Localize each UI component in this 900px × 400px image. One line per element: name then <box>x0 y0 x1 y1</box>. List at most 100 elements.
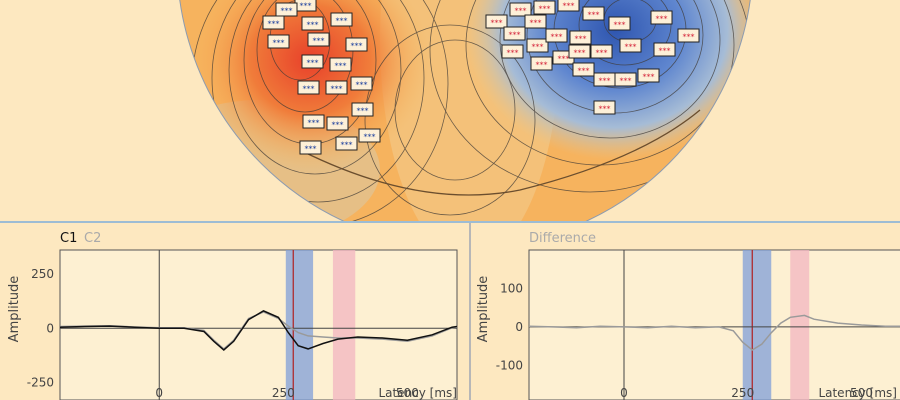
significance-stars: *** <box>588 11 600 20</box>
electrode-marker: *** <box>329 57 352 72</box>
electrode-marker: *** <box>608 16 631 31</box>
significance-stars: *** <box>313 37 325 46</box>
significance-stars: *** <box>656 15 668 24</box>
significance-stars: *** <box>331 85 343 94</box>
electrode-marker: *** <box>350 76 373 91</box>
y-axis-label: Amplitude <box>7 276 22 343</box>
significance-stars: *** <box>539 5 551 14</box>
electrode-marker: *** <box>307 32 330 47</box>
time-window-highlight[interactable] <box>742 250 772 400</box>
x-axis-label: Latency [ms] <box>818 386 897 400</box>
electrode-marker: *** <box>650 10 673 25</box>
electrode-marker: *** <box>524 14 547 29</box>
electrode-marker: *** <box>297 80 320 95</box>
electrode-marker: *** <box>568 44 591 59</box>
electrode-marker: *** <box>325 80 348 95</box>
significance-stars: *** <box>332 121 344 130</box>
electrode-marker: *** <box>275 2 298 17</box>
significance-stars: *** <box>530 19 542 28</box>
electrode-marker: *** <box>501 44 524 59</box>
pane-splitter[interactable] <box>0 221 900 223</box>
electrode-marker: *** <box>593 100 616 115</box>
y-tick-label: 250 <box>31 267 54 281</box>
electrode-marker: *** <box>330 12 353 27</box>
electrode-marker: *** <box>637 68 660 83</box>
time-window-highlight[interactable] <box>790 250 810 400</box>
erp-panel-c1-c2: C1 C2 Amplitude 250 0 -250 0 250 500 Lat… <box>0 223 469 400</box>
significance-stars: *** <box>307 21 319 30</box>
significance-stars: *** <box>614 21 626 30</box>
electrode-marker: *** <box>557 0 580 12</box>
electrode-marker: *** <box>345 37 368 52</box>
significance-stars: *** <box>303 85 315 94</box>
x-tick-label: 500 <box>396 386 419 400</box>
electrode-marker: *** <box>619 38 642 53</box>
significance-stars: *** <box>364 133 376 142</box>
electrode-marker: *** <box>358 128 381 143</box>
y-tick-label: 0 <box>515 320 523 334</box>
significance-stars: *** <box>625 43 637 52</box>
electrode-marker: *** <box>485 14 508 29</box>
x-tick-label: 250 <box>272 386 295 400</box>
time-window-highlight[interactable] <box>285 250 314 400</box>
significance-stars: *** <box>574 49 586 58</box>
negative-electrode-markers: *** *** *** *** *** *** *** *** *** *** *** *** *** *… <box>485 0 700 115</box>
significance-stars: *** <box>563 2 575 11</box>
significance-stars: *** <box>300 2 312 11</box>
significance-stars: *** <box>268 20 280 29</box>
significance-stars: *** <box>281 7 293 16</box>
significance-stars: *** <box>491 19 503 28</box>
electrode-marker: *** <box>572 62 595 77</box>
significance-stars: *** <box>341 141 353 150</box>
panel-separator[interactable] <box>469 223 471 400</box>
electrode-marker: *** <box>335 136 358 151</box>
significance-stars: *** <box>536 61 548 70</box>
electrode-marker: *** <box>569 30 592 45</box>
topographic-map[interactable]: ************************ ****** *** *******… <box>0 0 900 221</box>
significance-stars: *** <box>305 145 317 154</box>
significance-stars: *** <box>357 107 369 116</box>
electrode-marker: *** <box>301 16 324 31</box>
time-window-highlight[interactable] <box>332 250 356 400</box>
difference-plot-area[interactable] <box>528 249 900 400</box>
significance-stars: *** <box>659 47 671 56</box>
electrode-marker: *** <box>326 116 349 131</box>
significance-stars: *** <box>578 67 590 76</box>
significance-stars: *** <box>532 43 544 52</box>
electrode-marker: *** <box>593 72 616 87</box>
y-tick-label: -100 <box>496 358 523 372</box>
significance-stars: *** <box>599 77 611 86</box>
electrode-marker: *** <box>509 2 532 17</box>
significance-stars: *** <box>509 31 521 40</box>
y-axis-label: Amplitude <box>476 276 491 343</box>
difference-title: Difference <box>529 231 596 246</box>
x-tick-label: 0 <box>620 386 628 400</box>
electrode-marker: *** <box>294 0 317 12</box>
electrode-marker: *** <box>530 56 553 71</box>
significance-stars: *** <box>356 81 368 90</box>
y-tick-label: 0 <box>46 321 54 335</box>
electrode-marker: *** <box>351 102 374 117</box>
significance-stars: *** <box>335 62 347 71</box>
y-tick-label: 100 <box>500 281 523 295</box>
erp-plot-area[interactable] <box>59 249 458 400</box>
electrode-marker: *** <box>533 0 556 15</box>
x-tick-label: 0 <box>155 386 163 400</box>
significance-stars: *** <box>551 33 563 42</box>
electrode-marker: *** <box>526 38 549 53</box>
electrode-marker: *** <box>614 72 637 87</box>
electrode-marker: *** <box>653 42 676 57</box>
significance-stars: *** <box>683 33 695 42</box>
significance-stars: *** <box>643 73 655 82</box>
series-line-c1 <box>59 310 458 351</box>
series-line-difference <box>528 314 900 351</box>
significance-stars: *** <box>336 17 348 26</box>
significance-stars: *** <box>558 55 570 64</box>
x-tick-label: 500 <box>850 386 873 400</box>
electrode-marker: *** <box>677 28 700 43</box>
significance-stars: *** <box>620 77 632 86</box>
significance-stars: *** <box>515 7 527 16</box>
positive-electrode-markers: ************************ ****** *** *******… <box>262 0 381 155</box>
significance-stars: *** <box>596 49 608 58</box>
electrode-marker: *** <box>503 26 526 41</box>
